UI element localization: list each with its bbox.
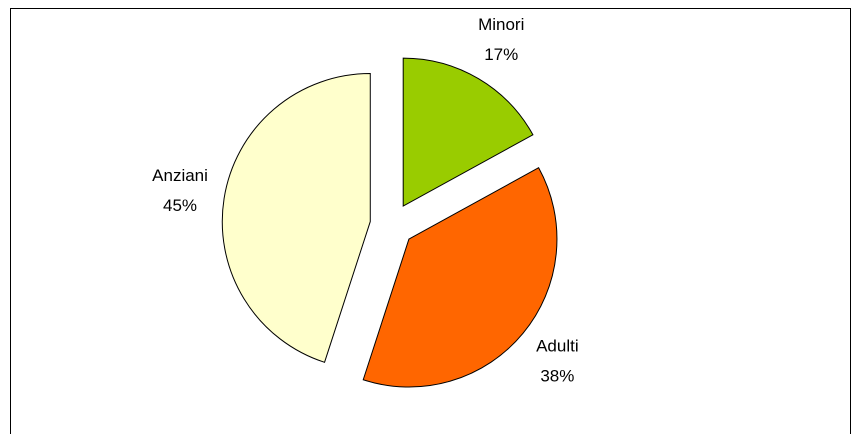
slice-value-label: 45% [163, 196, 197, 215]
slice-value-label: 17% [484, 45, 518, 64]
pie-slice [221, 73, 371, 363]
pie-slice [402, 57, 534, 207]
slice-value-label: 38% [540, 366, 574, 385]
slice-label: Anziani [152, 166, 208, 185]
slice-label: Adulti [536, 336, 579, 355]
slice-label: Minori [478, 15, 524, 34]
pie-slice [362, 167, 558, 388]
